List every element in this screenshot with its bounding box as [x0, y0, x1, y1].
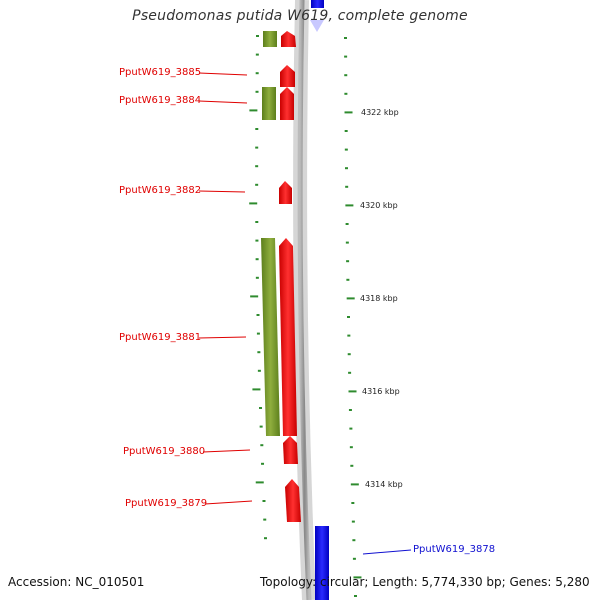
cds-3886[interactable]: [281, 31, 296, 47]
cds-3879[interactable]: [285, 479, 301, 522]
tick-mark: [349, 427, 353, 430]
genome-backbone-core: [297, 0, 312, 600]
cds-reverse-top[interactable]: [311, 0, 324, 8]
tick-mark: [345, 185, 349, 188]
position-label-4318: 4318 kbp: [360, 294, 398, 303]
tick-mark: [351, 520, 355, 523]
cds-3882[interactable]: [279, 181, 292, 204]
cds-3880[interactable]: [283, 436, 298, 464]
tick-mark: [255, 146, 259, 149]
gene-label-3881[interactable]: PputW619_3881: [119, 332, 202, 343]
gene-feature-1[interactable]: [263, 31, 277, 47]
tick-mark: [250, 295, 259, 298]
position-label-4322: 4322 kbp: [361, 108, 399, 117]
gene-label-3882[interactable]: PputW619_3882: [119, 185, 202, 196]
tick-mark: [349, 446, 353, 449]
tick-mark: [346, 278, 350, 281]
cds-3884[interactable]: [280, 87, 294, 120]
tick-mark: [344, 37, 347, 39]
tick-mark: [351, 502, 355, 504]
tick-mark: [255, 128, 259, 130]
accession-text: Accession: NC_010501: [8, 575, 145, 589]
tick-mark: [344, 92, 348, 95]
tick-mark: [344, 148, 348, 151]
gene-label-3880[interactable]: PputW619_3880: [123, 446, 206, 457]
leader-3878: [362, 549, 412, 555]
tick-mark: [347, 353, 351, 356]
tick-mark: [255, 90, 259, 93]
tick-mark: [249, 109, 258, 112]
tick-mark: [255, 72, 259, 75]
tick-mark: [346, 260, 350, 263]
cds-3885[interactable]: [280, 65, 295, 87]
tick-mark: [344, 55, 348, 58]
tick-mark: [255, 53, 259, 56]
tick-mark: [255, 276, 259, 279]
position-label-4314: 4314 kbp: [365, 480, 403, 489]
tick-mark: [249, 202, 258, 205]
tick-mark: [344, 111, 353, 114]
tick-mark: [259, 407, 263, 409]
tick-mark: [263, 518, 267, 521]
leader-3884: [198, 100, 248, 104]
cds-3881[interactable]: [279, 238, 297, 436]
tick-mark: [350, 464, 354, 467]
tick-mark: [352, 557, 356, 560]
position-label-4316: 4316 kbp: [362, 387, 400, 396]
tick-mark: [257, 369, 261, 372]
tick-mark: [256, 314, 260, 316]
tick-mark: [345, 241, 349, 244]
tick-mark: [255, 258, 259, 261]
tick-mark: [261, 462, 265, 465]
tick-mark: [344, 167, 348, 170]
gene-label-3884[interactable]: PputW619_3884: [119, 95, 202, 106]
leader-3885: [198, 72, 248, 76]
cds-reverse-top-tip: [310, 20, 324, 32]
leader-3882: [198, 190, 246, 193]
tick-mark: [259, 425, 263, 428]
leader-3880: [202, 449, 251, 453]
gene-feature-2[interactable]: [262, 87, 276, 120]
tick-mark: [256, 35, 259, 37]
tick-mark: [255, 239, 259, 242]
gene-label-3885[interactable]: PputW619_3885: [119, 67, 202, 78]
tick-mark: [256, 332, 260, 335]
leader-3881: [198, 336, 247, 339]
position-label-4320: 4320 kbp: [360, 201, 398, 210]
tick-mark: [352, 539, 356, 542]
tick-mark: [353, 576, 362, 579]
tick-mark: [344, 74, 348, 77]
tick-mark: [262, 500, 266, 502]
cds-reverse-bottom[interactable]: [315, 526, 329, 600]
tick-mark: [348, 371, 352, 374]
topology-text: Topology: circular; Length: 5,774,330 bp…: [260, 575, 590, 589]
tick-mark: [252, 388, 261, 391]
tick-mark: [347, 334, 351, 337]
tick-mark: [347, 316, 350, 318]
tick-mark: [260, 444, 264, 447]
tick-mark: [257, 351, 261, 354]
tick-mark: [354, 595, 357, 597]
leader-3879: [204, 500, 253, 505]
gene-label-3878[interactable]: PputW619_3878: [413, 544, 496, 555]
tick-mark: [264, 537, 267, 540]
tick-mark: [348, 409, 352, 411]
tick-mark: [255, 183, 259, 186]
tick-mark: [344, 130, 348, 132]
tick-mark: [346, 297, 355, 300]
tick-mark: [345, 204, 354, 207]
tick-mark: [348, 390, 357, 393]
tick-mark: [345, 223, 349, 225]
gene-label-3879[interactable]: PputW619_3879: [125, 498, 208, 509]
tick-mark: [255, 481, 264, 484]
scale-ticks: [249, 35, 362, 597]
tick-mark: [350, 483, 359, 486]
map-title: Pseudomonas putida W619, complete genome: [132, 8, 468, 24]
gene-feature-3[interactable]: [261, 238, 280, 436]
tick-mark: [255, 221, 259, 223]
tick-mark: [255, 165, 259, 168]
